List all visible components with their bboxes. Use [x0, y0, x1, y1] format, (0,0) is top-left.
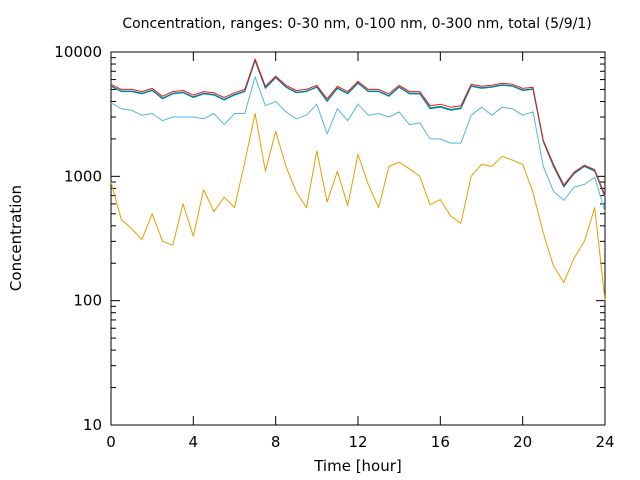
- series-line-4: [110, 59, 606, 197]
- y-axis-label: Concentration: [7, 185, 25, 291]
- series-layer: [110, 58, 606, 301]
- series-line-2: [110, 76, 606, 212]
- plot-frame: [110, 51, 606, 426]
- x-tick-label: 8: [271, 433, 281, 451]
- x-tick-label: 20: [513, 433, 532, 451]
- y-tick-label: 10000: [54, 43, 102, 61]
- y-tick-label: 10: [83, 416, 102, 434]
- series-line-1: [110, 113, 606, 301]
- x-tick-label: 24: [595, 433, 614, 451]
- x-tick-label: 4: [189, 433, 199, 451]
- x-tick-label: 0: [106, 433, 116, 451]
- y-tick-label: 1000: [64, 167, 102, 185]
- x-axis: 0 4 8 12 16 20 24: [106, 52, 615, 451]
- x-tick-label: 12: [348, 433, 367, 451]
- y-axis: 10 100 1000 10000: [54, 43, 605, 434]
- x-tick-label: 16: [431, 433, 450, 451]
- y-tick-label: 100: [73, 292, 102, 310]
- chart-title: Concentration, ranges: 0-30 nm, 0-100 nm…: [122, 16, 591, 32]
- x-axis-label: Time [hour]: [313, 457, 402, 475]
- series-line-5: [110, 58, 606, 196]
